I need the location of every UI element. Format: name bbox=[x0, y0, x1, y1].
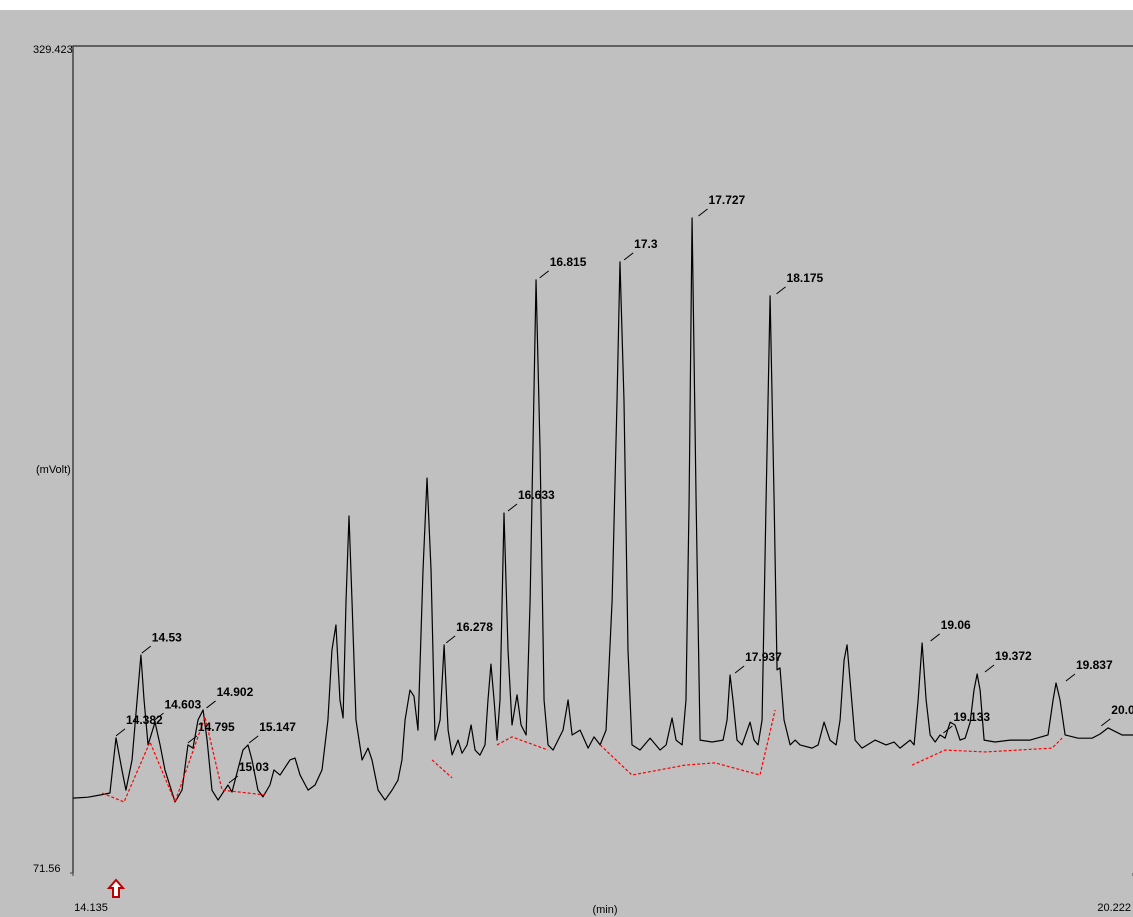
x-axis-title: (min) bbox=[592, 904, 617, 916]
peak-label: 14.603 bbox=[164, 697, 201, 711]
peak-pointer bbox=[623, 252, 634, 261]
peak-pointer bbox=[141, 645, 152, 654]
signal-line bbox=[72, 217, 1133, 803]
peak-pointer bbox=[228, 775, 239, 784]
peak-label: 14.382 bbox=[126, 713, 163, 727]
y-tick-label: 71.56 bbox=[33, 863, 61, 875]
peak-label: 19.837 bbox=[1076, 658, 1113, 672]
x-tick-label: 14.135 bbox=[74, 902, 108, 914]
peak-pointer bbox=[984, 664, 995, 673]
peak-label: 19.372 bbox=[995, 649, 1032, 663]
peak-pointer bbox=[1100, 718, 1111, 727]
peak-pointer bbox=[248, 735, 259, 744]
peak-pointer bbox=[776, 286, 786, 295]
peak-pointer bbox=[115, 728, 126, 737]
background bbox=[0, 10, 1133, 917]
peak-label: 16.633 bbox=[518, 488, 555, 502]
peak-label: 15.147 bbox=[259, 720, 296, 734]
peak-label: 20.0 bbox=[1111, 703, 1133, 717]
peak-label: 17.727 bbox=[709, 193, 746, 207]
y-axis-title: (mVolt) bbox=[36, 464, 71, 476]
peak-label: 19.133 bbox=[953, 710, 990, 724]
peak-pointer bbox=[507, 503, 518, 512]
peak-pointer bbox=[206, 700, 216, 709]
peak-pointer bbox=[943, 725, 953, 734]
x-tick-label: 20.222 bbox=[1097, 902, 1131, 914]
marker-arrow bbox=[106, 878, 126, 898]
peak-label: 17.937 bbox=[745, 650, 782, 664]
y-tick-label: 329.423 bbox=[33, 44, 73, 56]
peak-pointer bbox=[445, 635, 456, 644]
peak-pointer bbox=[1065, 673, 1076, 682]
peak-label: 16.278 bbox=[456, 620, 493, 634]
peak-pointer bbox=[930, 633, 940, 642]
peak-label: 14.53 bbox=[152, 630, 182, 644]
peak-pointer bbox=[539, 270, 550, 279]
peak-pointer bbox=[154, 712, 164, 721]
peak-label: 14.902 bbox=[217, 685, 254, 699]
peak-label: 15.03 bbox=[239, 760, 269, 774]
peak-label: 19.06 bbox=[941, 618, 971, 632]
peak-pointer bbox=[187, 735, 198, 744]
baseline bbox=[101, 709, 1063, 803]
peak-pointer bbox=[734, 665, 745, 674]
peak-label: 18.175 bbox=[787, 271, 824, 285]
peak-label: 14.795 bbox=[198, 720, 235, 734]
peak-pointer bbox=[698, 208, 708, 217]
peak-label: 16.815 bbox=[550, 255, 587, 269]
peak-label: 17.3 bbox=[634, 237, 658, 251]
